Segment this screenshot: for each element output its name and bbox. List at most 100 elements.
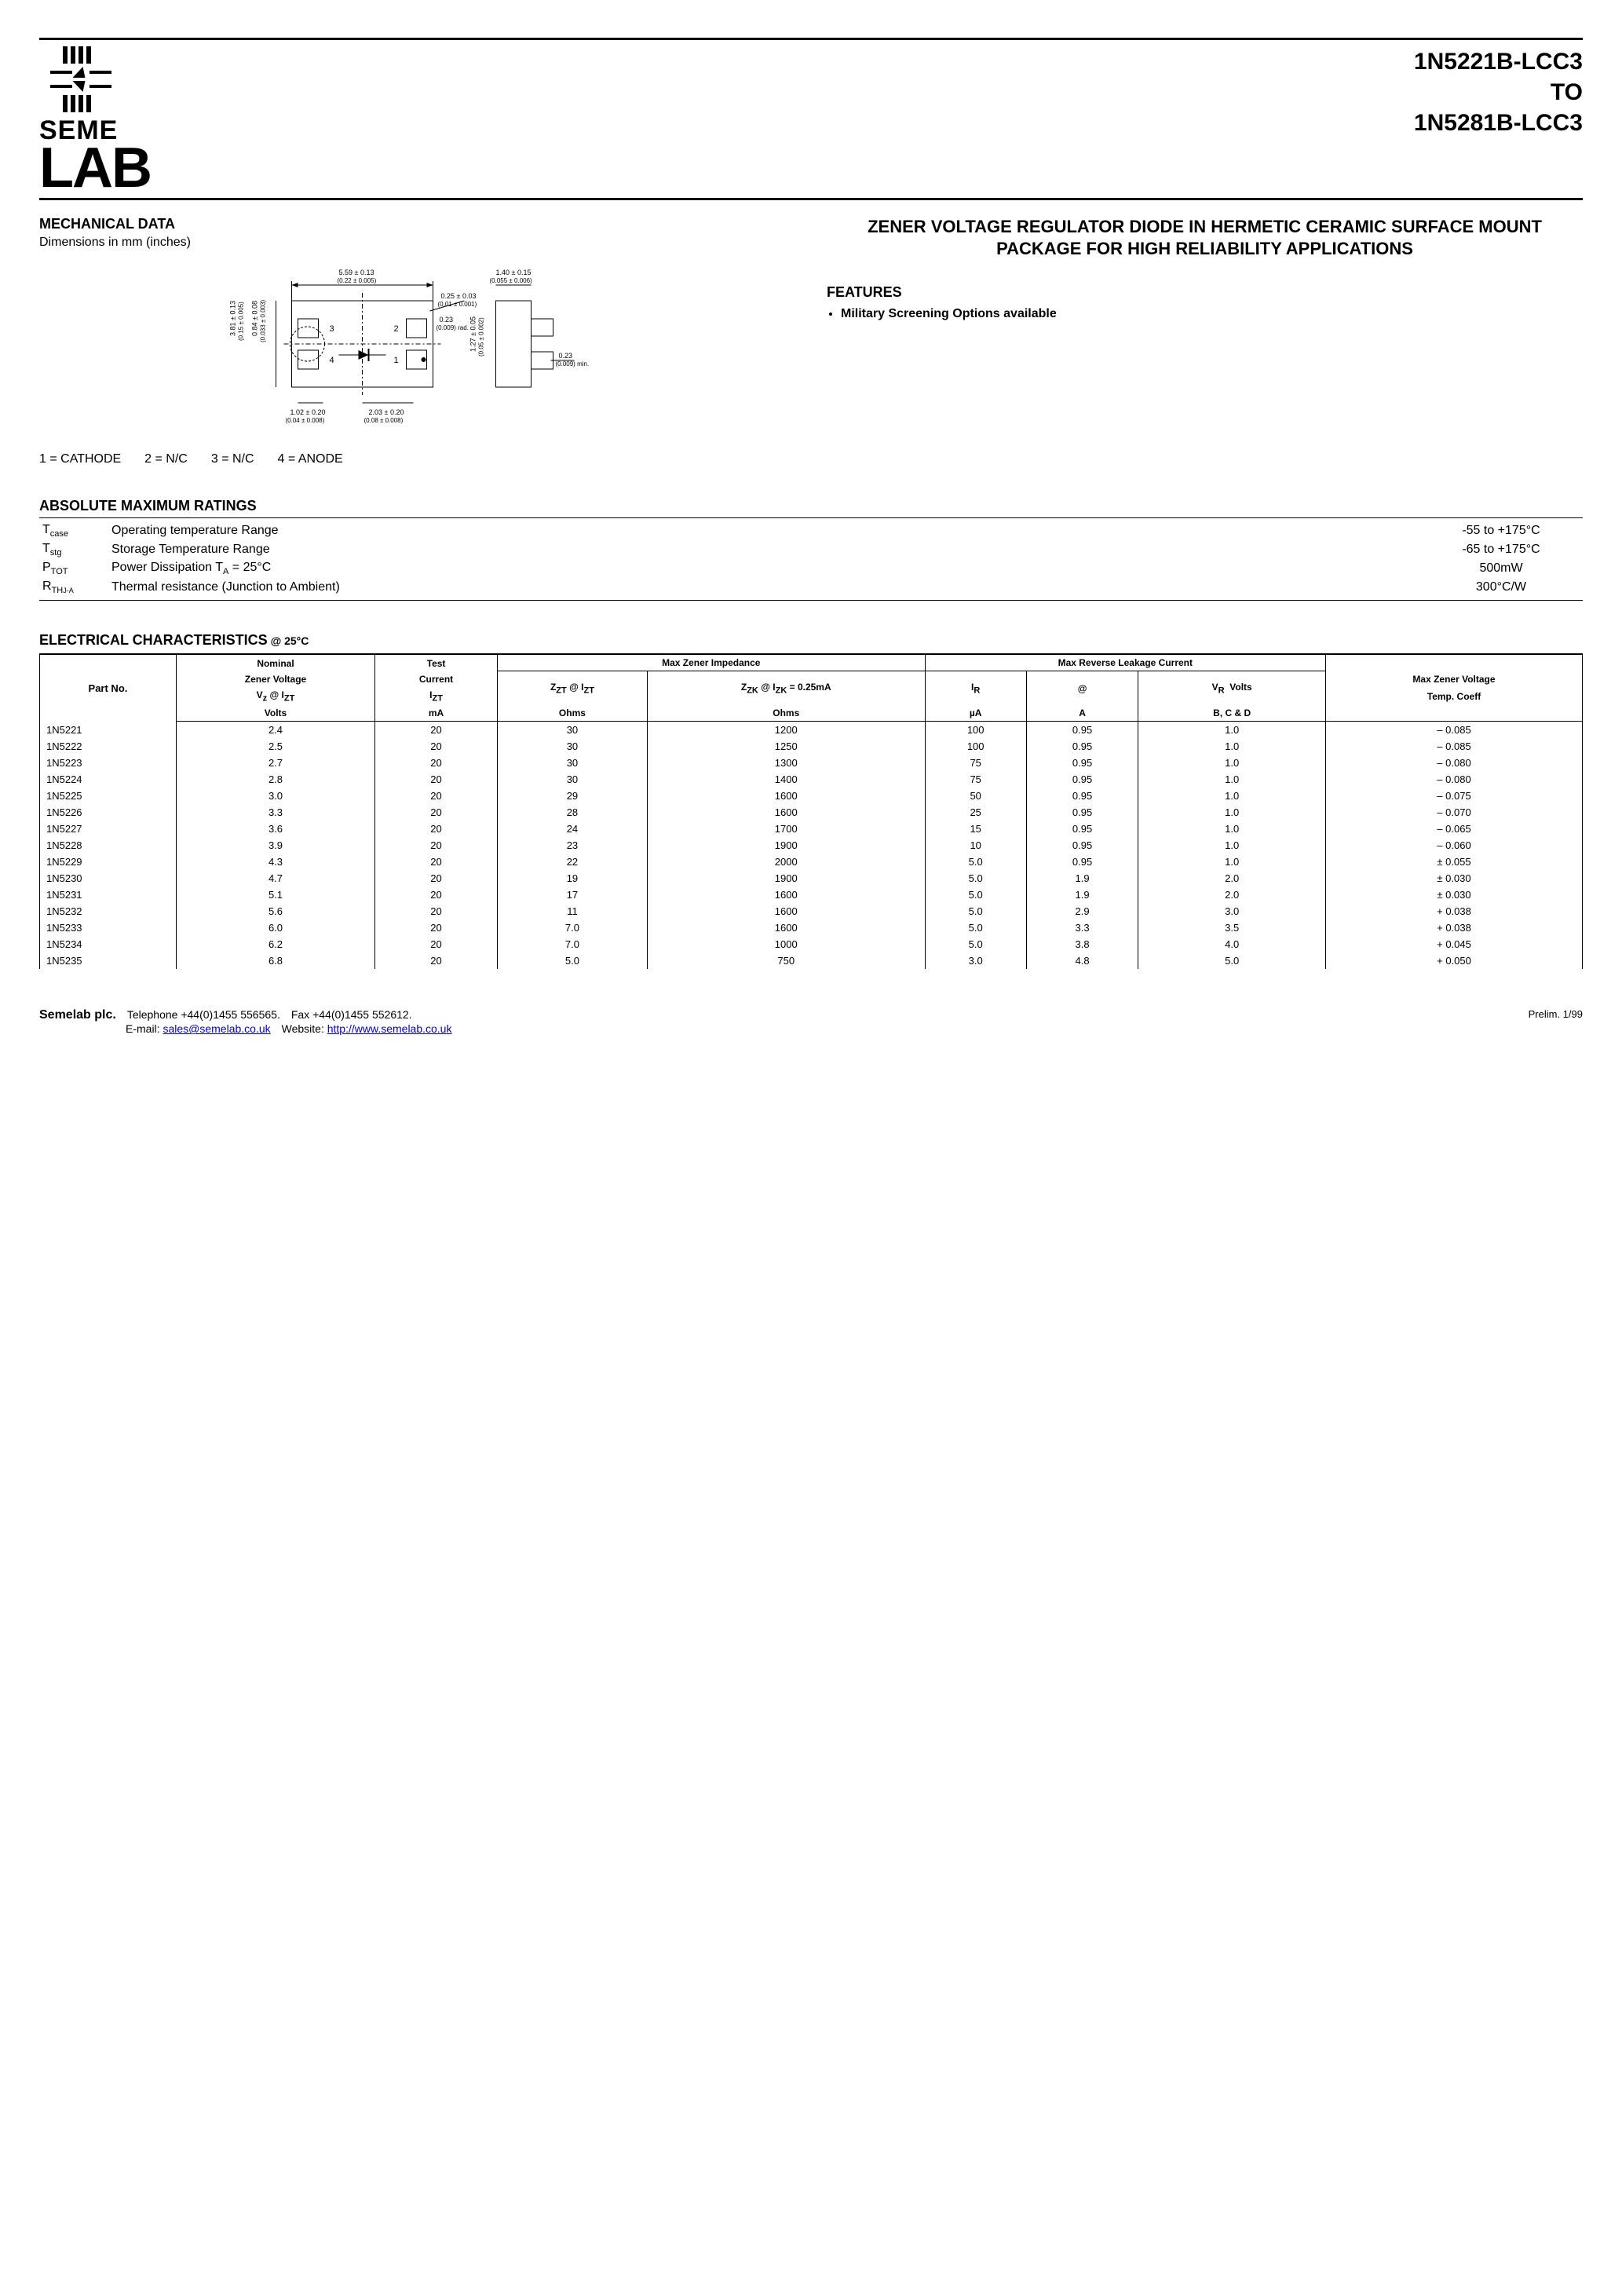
amr-row: RTHJ-AThermal resistance (Junction to Am… bbox=[39, 578, 1583, 597]
ec-row: 1N52263.320281600250.951.0– 0.070 bbox=[40, 804, 1583, 821]
mechanical-drawing: 3 4 2 1 bbox=[39, 258, 795, 438]
pin-legend: 1 = CATHODE 2 = N/C 3 = N/C 4 = ANODE bbox=[39, 452, 795, 466]
svg-text:1.27 ± 0.05: 1.27 ± 0.05 bbox=[469, 316, 477, 352]
svg-text:(0.009) min.: (0.009) min. bbox=[556, 360, 590, 367]
amr-section: ABSOLUTE MAXIMUM RATINGS TcaseOperating … bbox=[39, 498, 1583, 601]
svg-text:(0.009) rad.: (0.009) rad. bbox=[437, 324, 469, 331]
svg-text:3.81 ± 0.13: 3.81 ± 0.13 bbox=[229, 301, 237, 336]
hdr-vz: Vz @ IZT bbox=[176, 687, 374, 705]
amr-table: TcaseOperating temperature Range-55 to +… bbox=[39, 521, 1583, 598]
amr-rule-bot bbox=[39, 600, 1583, 601]
hdr-zzk: ZZK @ IZK = 0.25mA bbox=[647, 671, 925, 705]
hdr-at2: @ bbox=[1026, 671, 1138, 705]
hdr-amp: A bbox=[1026, 705, 1138, 722]
hdr-empty bbox=[1325, 705, 1582, 722]
svg-text:(0.05 ± 0.002): (0.05 ± 0.002) bbox=[478, 317, 485, 356]
footer-email: E-mail: sales@semelab.co.uk bbox=[126, 1022, 271, 1035]
ec-row: 1N52283.920231900100.951.0– 0.060 bbox=[40, 837, 1583, 854]
amr-rule-top bbox=[39, 517, 1583, 518]
hdr-partno: Part No. bbox=[40, 654, 177, 721]
email-link[interactable]: sales@semelab.co.uk bbox=[163, 1022, 270, 1035]
svg-text:(0.22 ± 0.005): (0.22 ± 0.005) bbox=[338, 277, 377, 284]
hdr-ma: mA bbox=[375, 705, 498, 722]
pin1: 1 = CATHODE bbox=[39, 452, 121, 466]
part-title: 1N5221B-LCC3 TO 1N5281B-LCC3 bbox=[1414, 46, 1583, 138]
svg-text:(0.08 ± 0.008): (0.08 ± 0.008) bbox=[364, 417, 404, 424]
hdr-ua: µA bbox=[925, 705, 1026, 722]
footer-web: Website: http://www.semelab.co.uk bbox=[282, 1022, 452, 1035]
title-line1: 1N5221B-LCC3 bbox=[1414, 46, 1583, 77]
logo-lab-text: LAB bbox=[39, 146, 220, 192]
svg-text:(0.04 ± 0.008): (0.04 ± 0.008) bbox=[286, 417, 325, 424]
logo-bars-bot bbox=[63, 95, 220, 112]
svg-text:1: 1 bbox=[394, 356, 399, 365]
rule-top bbox=[39, 38, 1583, 40]
svg-text:2: 2 bbox=[394, 324, 399, 334]
logo-bars-top bbox=[63, 46, 220, 64]
hdr-ohms2: Ohms bbox=[647, 705, 925, 722]
features-list: Military Screening Options available bbox=[827, 307, 1583, 321]
ec-at: @ 25°C bbox=[271, 634, 309, 647]
amr-row: TcaseOperating temperature Range-55 to +… bbox=[39, 521, 1583, 540]
hdr-bcd: B, C & D bbox=[1138, 705, 1326, 722]
features-heading: FEATURES bbox=[827, 284, 1583, 301]
hdr-ohms1: Ohms bbox=[497, 705, 647, 722]
logo-mid bbox=[50, 67, 220, 78]
header: SEME LAB 1N5221B-LCC3 TO 1N5281B-LCC3 bbox=[39, 46, 1583, 192]
pin4: 4 = ANODE bbox=[278, 452, 343, 466]
hdr-maximp: Max Zener Impedance bbox=[497, 654, 925, 671]
ec-heading: ELECTRICAL CHARACTERISTICS bbox=[39, 632, 268, 648]
hdr-vr: VR Volts bbox=[1138, 671, 1326, 705]
hdr-tc: Temp. Coeff bbox=[1325, 687, 1582, 705]
ec-row: 1N52232.720301300750.951.0– 0.080 bbox=[40, 755, 1583, 771]
svg-text:(0.055 ± 0.006): (0.055 ± 0.006) bbox=[490, 277, 533, 284]
hdr-current: Current bbox=[375, 671, 498, 687]
title-line2: TO bbox=[1414, 77, 1583, 108]
svg-text:5.59 ± 0.13: 5.59 ± 0.13 bbox=[339, 269, 374, 276]
amr-row: PTOTPower Dissipation TA = 25°C500mW bbox=[39, 559, 1583, 578]
description-title: ZENER VOLTAGE REGULATOR DIODE IN HERMETI… bbox=[827, 216, 1583, 261]
svg-text:0.25 ± 0.03: 0.25 ± 0.03 bbox=[441, 292, 477, 300]
svg-text:0.84 ± 0.08: 0.84 ± 0.08 bbox=[251, 301, 259, 336]
ec-row: 1N52315.1201716005.01.92.0± 0.030 bbox=[40, 887, 1583, 903]
footer-tel: Telephone +44(0)1455 556565. bbox=[127, 1008, 280, 1021]
svg-text:4: 4 bbox=[330, 356, 334, 365]
ec-table: Part No. Nominal Test Max Zener Impedanc… bbox=[39, 653, 1583, 969]
rule-2 bbox=[39, 198, 1583, 200]
logo: SEME LAB bbox=[39, 46, 220, 192]
title-line3: 1N5281B-LCC3 bbox=[1414, 108, 1583, 138]
mechanical-heading: MECHANICAL DATA bbox=[39, 216, 795, 232]
footer-rev: Prelim. 1/99 bbox=[1529, 1008, 1583, 1020]
ec-section: ELECTRICAL CHARACTERISTICS @ 25°C Part N… bbox=[39, 632, 1583, 969]
hdr-izt: IZT bbox=[375, 687, 498, 705]
ec-row: 1N52336.0207.016005.03.33.5+ 0.038 bbox=[40, 919, 1583, 936]
svg-text:(0.15 ± 0.005): (0.15 ± 0.005) bbox=[238, 302, 245, 341]
upper-section: MECHANICAL DATA Dimensions in mm (inches… bbox=[39, 216, 1583, 466]
ec-row: 1N52222.5203012501000.951.0– 0.085 bbox=[40, 738, 1583, 755]
logo-mid2 bbox=[50, 81, 220, 92]
amr-heading: ABSOLUTE MAXIMUM RATINGS bbox=[39, 498, 1583, 514]
svg-text:2.03 ± 0.20: 2.03 ± 0.20 bbox=[369, 408, 404, 416]
hdr-test: Test bbox=[375, 654, 498, 671]
mechanical-sub: Dimensions in mm (inches) bbox=[39, 236, 795, 250]
amr-row: TstgStorage Temperature Range-65 to +175… bbox=[39, 540, 1583, 559]
hdr-blank bbox=[1325, 654, 1582, 671]
hdr-maxvz: Max Zener Voltage bbox=[1325, 671, 1582, 687]
ec-row: 1N52273.620241700150.951.0– 0.065 bbox=[40, 821, 1583, 837]
feature-item: Military Screening Options available bbox=[841, 307, 1583, 321]
hdr-maxleak: Max Reverse Leakage Current bbox=[925, 654, 1325, 671]
ec-row: 1N52253.020291600500.951.0– 0.075 bbox=[40, 788, 1583, 804]
svg-text:0.23: 0.23 bbox=[559, 352, 573, 360]
pin2: 2 = N/C bbox=[144, 452, 188, 466]
svg-text:1.02 ± 0.20: 1.02 ± 0.20 bbox=[290, 408, 326, 416]
hdr-zzt: ZZT @ IZT bbox=[497, 671, 647, 705]
description-column: ZENER VOLTAGE REGULATOR DIODE IN HERMETI… bbox=[827, 216, 1583, 466]
footer-fax: Fax +44(0)1455 552612. bbox=[291, 1008, 412, 1021]
ec-row: 1N52356.8205.07503.04.85.0+ 0.050 bbox=[40, 952, 1583, 969]
ec-row: 1N52212.4203012001000.951.0– 0.085 bbox=[40, 722, 1583, 739]
hdr-zv: Zener Voltage bbox=[176, 671, 374, 687]
web-link[interactable]: http://www.semelab.co.uk bbox=[327, 1022, 452, 1035]
hdr-ir: IR bbox=[925, 671, 1026, 705]
ec-row: 1N52294.3202220005.00.951.0± 0.055 bbox=[40, 854, 1583, 870]
svg-text:1.40 ± 0.15: 1.40 ± 0.15 bbox=[496, 269, 532, 276]
